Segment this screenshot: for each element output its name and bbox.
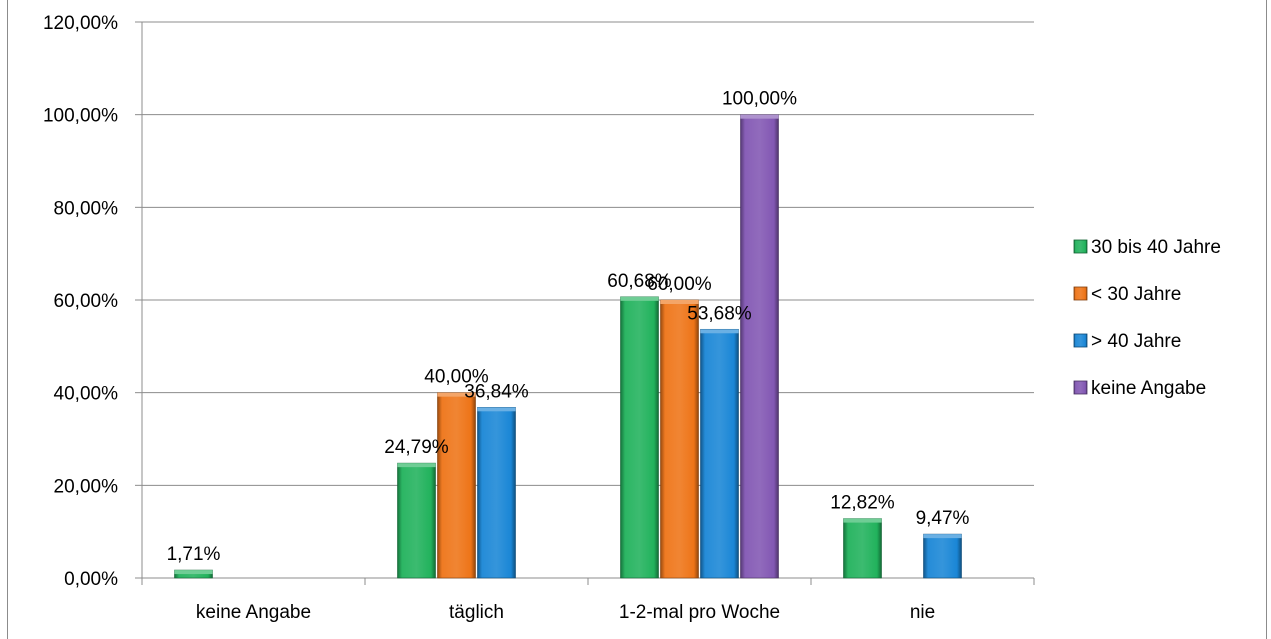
data-label: 24,79% — [384, 437, 449, 458]
x-tick-label: 1-2-mal pro Woche — [619, 602, 780, 623]
data-label: 36,84% — [464, 381, 529, 402]
legend-swatch — [1073, 380, 1088, 395]
bar-cap — [477, 407, 516, 412]
legend-label: < 30 Jahre — [1091, 284, 1181, 305]
legend-swatch — [1073, 239, 1088, 254]
bar — [843, 518, 882, 579]
y-tick-label: 20,00% — [54, 476, 119, 497]
bar — [700, 328, 739, 579]
x-tick-label: täglich — [449, 602, 504, 623]
data-label: 53,68% — [687, 303, 752, 324]
x-tick-label: nie — [910, 602, 935, 623]
legend: 30 bis 40 Jahre < 30 Jahre > 40 Jahre keine… — [1073, 237, 1221, 399]
y-tick-label: 0,00% — [64, 569, 118, 590]
y-tick-label: 60,00% — [54, 291, 119, 312]
y-tick-label: 120,00% — [43, 13, 118, 34]
legend-label: 30 bis 40 Jahre — [1091, 237, 1221, 258]
data-label: 40,00% — [424, 367, 489, 388]
data-label: 60,68% — [607, 271, 672, 292]
legend-swatch — [1073, 286, 1088, 301]
bar-cap — [174, 570, 213, 575]
bar-cap — [437, 392, 476, 397]
y-tick-label: 100,00% — [43, 106, 118, 127]
x-axis: keine Angabe täglich 1-2-mal pro Woche nie — [141, 577, 1035, 623]
bar — [477, 407, 516, 579]
x-tick-label: keine Angabe — [196, 602, 311, 623]
bar-cap — [620, 296, 659, 301]
data-label: 100,00% — [722, 89, 797, 110]
bar-cap — [740, 114, 779, 119]
data-label: 1,71% — [167, 544, 221, 565]
legend-swatch — [1073, 333, 1088, 348]
gridlines — [142, 21, 1034, 579]
bar — [923, 533, 962, 579]
y-tick-label: 40,00% — [54, 384, 119, 405]
data-label: 12,82% — [830, 493, 895, 514]
data-labels: 1,71% 24,79% 60,68% 12,82% 40,00% 60,00% 36,84… — [167, 89, 970, 565]
chart-frame — [7, 0, 1267, 639]
bar — [620, 296, 659, 579]
bar — [397, 462, 436, 579]
data-label: 9,47% — [916, 508, 970, 529]
bar-cap — [397, 463, 436, 468]
legend-label: > 40 Jahre — [1091, 331, 1181, 352]
bar — [660, 299, 699, 579]
legend-label: keine Angabe — [1091, 378, 1206, 399]
bar-cap — [923, 534, 962, 539]
bar — [740, 114, 779, 579]
y-tick-label: 80,00% — [54, 198, 119, 219]
bar-cap — [843, 518, 882, 523]
bar — [437, 392, 476, 579]
bar-cap — [700, 329, 739, 334]
data-label: 60,00% — [647, 274, 712, 295]
bar-cap — [660, 300, 699, 304]
y-axis: 0,00% 20,00% 40,00% 60,00% 80,00% 100,00% 120,… — [43, 13, 143, 590]
bars — [174, 114, 962, 579]
